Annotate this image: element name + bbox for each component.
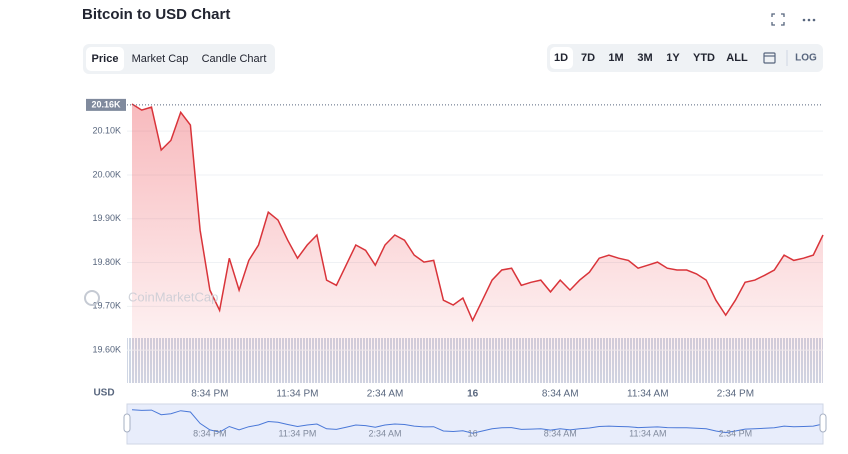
tab[interactable]: Price [92,53,119,65]
navigator-tick-label: 8:34 PM [193,428,227,438]
tab[interactable]: Market Cap [132,53,189,65]
range-button[interactable]: 1M [608,52,623,64]
navigator-tick-label: 16 [468,428,478,438]
x-tick-label: 11:34 PM [276,389,318,400]
navigator-handle[interactable] [123,413,131,433]
navigator-tick-label: 2:34 AM [369,428,402,438]
title: Bitcoin to USD Chart [82,6,230,23]
range-button[interactable]: 1D [554,52,568,64]
navigator-tick-label: 8:34 AM [544,428,577,438]
x-tick-label: 8:34 PM [191,389,228,400]
x-tick-label: 2:34 PM [717,389,754,400]
tab[interactable]: Candle Chart [202,53,267,65]
y-tick-label: 19.70K [92,301,121,311]
navigator-tick-label: 11:34 PM [279,428,317,438]
range-group [547,44,823,72]
price-marker-label: 20.16K [91,99,121,109]
y-tick-label: 20.00K [92,169,121,179]
range-button[interactable]: ALL [726,52,748,64]
log-button[interactable]: LOG [795,53,817,64]
price-line [131,103,824,323]
y-tick-label: 19.90K [92,213,121,223]
navigator-tick-label: 11:34 AM [629,428,666,438]
range-button[interactable]: 3M [637,52,652,64]
range-button[interactable]: YTD [693,52,715,64]
y-tick-label: 20.10K [92,126,121,136]
navigator-line [131,409,824,434]
watermark: CoinMarketCap [128,289,218,304]
active-tab [86,47,124,71]
y-axis-label: USD [93,388,114,399]
navigator-handle[interactable] [819,413,827,433]
x-tick-label: 2:34 AM [367,389,404,400]
calendar-icon[interactable] [763,52,776,64]
navigator-tick-label: 2:34 PM [719,428,753,438]
navigator[interactable] [126,403,824,445]
y-tick-label: 19.60K [92,345,121,355]
x-tick-label: 11:34 AM [627,389,669,400]
range-button[interactable]: 7D [581,52,595,64]
more-icon[interactable] [802,18,816,22]
price-area [132,104,823,383]
y-tick-label: 19.80K [92,257,121,267]
range-button[interactable]: 1Y [666,52,680,64]
tab-group [83,44,275,74]
watermark-logo [84,290,100,306]
price-marker-box [86,98,126,111]
active-range [550,47,573,69]
x-tick-label: 8:34 AM [542,389,579,400]
x-tick-label: 16 [467,389,479,400]
fullscreen-icon[interactable] [771,13,785,26]
